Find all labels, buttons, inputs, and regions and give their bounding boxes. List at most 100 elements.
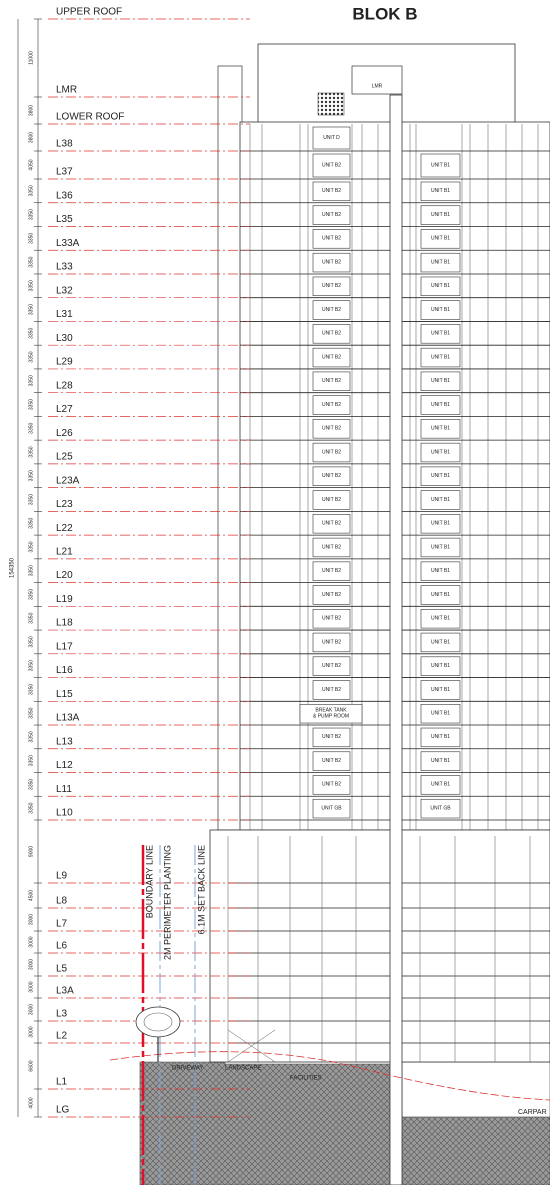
level-label: L33 <box>56 262 73 273</box>
dimension-label: 3350 <box>28 375 34 386</box>
dimension-label: 3000 <box>28 1026 34 1037</box>
unit-label: UNIT B2 <box>322 354 341 360</box>
unit-label: UNIT B2 <box>322 188 341 194</box>
dimension-label: 3350 <box>28 779 34 790</box>
unit-label: UNIT B1 <box>431 426 450 432</box>
unit-label: UNIT B2 <box>322 544 341 550</box>
site-label: LANDSCAPE <box>225 1066 261 1072</box>
lmr-room-label: LMR <box>372 83 383 89</box>
site-label: CARPAR <box>518 1109 547 1116</box>
total-height: 154350 <box>10 557 16 578</box>
unit-label: UNIT B1 <box>431 568 450 574</box>
dimension-label: 3350 <box>28 209 34 220</box>
level-label: L7 <box>56 919 68 930</box>
unit-label: UNIT B2 <box>322 449 341 455</box>
title: BLOK B <box>352 4 417 23</box>
level-label: L5 <box>56 964 68 975</box>
unit-label: UNIT B2 <box>322 212 341 218</box>
site-label: DRIVEWAY <box>172 1066 203 1072</box>
unit-label: UNIT B1 <box>431 734 450 740</box>
unit-label: UNIT B1 <box>431 212 450 218</box>
site-line-label: 2M PERIMETER PLANTING <box>162 845 172 960</box>
unit-label: UNIT B1 <box>431 283 450 289</box>
dimension-label: 4500 <box>28 890 34 901</box>
dimension-label: 3350 <box>28 185 34 196</box>
site-line-label: 6.1M SET BACK LINE <box>196 845 206 934</box>
unit-label: UNIT B1 <box>431 592 450 598</box>
dimension-label: 3000 <box>28 914 34 925</box>
unit-label: UNIT B2 <box>322 402 341 408</box>
level-label: L32 <box>56 285 73 296</box>
unit-label: UNIT B2 <box>322 162 341 168</box>
podium <box>210 830 550 1062</box>
dimension-label: 3350 <box>28 802 34 813</box>
level-label: L19 <box>56 594 73 605</box>
dimension-label: 3350 <box>28 399 34 410</box>
unit-label: UNIT B1 <box>431 307 450 313</box>
unit-label: UNIT B1 <box>431 402 450 408</box>
unit-label: UNIT B1 <box>431 188 450 194</box>
level-label: L2 <box>56 1031 68 1042</box>
dimension-label: 3350 <box>28 470 34 481</box>
level-label: L20 <box>56 570 73 581</box>
unit-label: UNIT B1 <box>431 449 450 455</box>
unit-label: UNIT B1 <box>431 378 450 384</box>
core <box>390 95 402 1185</box>
dimension-label: 3000 <box>28 936 34 947</box>
level-label: LMR <box>56 85 77 96</box>
unit-label: UNIT B2 <box>322 734 341 740</box>
dimension-label: 3350 <box>28 494 34 505</box>
dimension-label: 3350 <box>28 541 34 552</box>
dimension-label: 4050 <box>28 159 34 170</box>
dimension-label: 3350 <box>28 684 34 695</box>
dimension-label: 3350 <box>28 304 34 315</box>
site-line-label: BOUNDARY LINE <box>144 845 154 918</box>
dimension-label: 3350 <box>28 351 34 362</box>
level-label: L13 <box>56 736 73 747</box>
level-label: L31 <box>56 309 73 320</box>
dimension-label: 3800 <box>28 132 34 143</box>
level-label: L33A <box>56 238 80 249</box>
level-label: LG <box>56 1105 70 1116</box>
dimension-label: 3350 <box>28 446 34 457</box>
dimension-label: 3350 <box>28 636 34 647</box>
lmr-box <box>352 66 402 94</box>
unit-label: UNIT B1 <box>431 521 450 527</box>
level-label: L36 <box>56 190 73 201</box>
dimension-label: 3350 <box>28 612 34 623</box>
unit-label: UNIT B2 <box>322 639 341 645</box>
unit-label: UNIT B1 <box>431 663 450 669</box>
level-label: L21 <box>56 546 73 557</box>
level-label: L3A <box>56 986 74 997</box>
dimension-label: 11000 <box>28 51 34 65</box>
site-label: FACILITIES <box>290 1076 322 1082</box>
unit-label: UNIT B2 <box>322 473 341 479</box>
unit-label: UNIT B2 <box>322 236 341 242</box>
unit-label: UNIT B2 <box>322 687 341 693</box>
level-label: L16 <box>56 665 73 676</box>
unit-label: UNIT B1 <box>431 782 450 788</box>
unit-label: UNIT B2 <box>322 521 341 527</box>
level-label: L6 <box>56 941 68 952</box>
dimension-label: 3350 <box>28 280 34 291</box>
unit-label: UNIT B1 <box>431 473 450 479</box>
dimension-label: 3000 <box>28 1004 34 1015</box>
dimension-label: 3350 <box>28 660 34 671</box>
unit-label: UNIT B1 <box>431 758 450 764</box>
dimension-label: 4000 <box>28 1097 34 1108</box>
unit-label: UNIT B2 <box>322 782 341 788</box>
unit-label: UNIT B2 <box>322 758 341 764</box>
unit-label: UNIT B2 <box>322 259 341 265</box>
level-label: L30 <box>56 333 73 344</box>
unit-label: UNIT GB <box>321 805 342 811</box>
dimension-label: 3350 <box>28 755 34 766</box>
section-drawing: BLOK B LMRUNIT DUNIT B2UNIT B1UNIT B2UNI… <box>0 0 550 1185</box>
unit-label: UNIT B1 <box>431 331 450 337</box>
level-label: L26 <box>56 428 73 439</box>
level-label: L23A <box>56 475 80 486</box>
unit-label: UNIT B1 <box>431 544 450 550</box>
unit-label: UNIT B1 <box>431 497 450 503</box>
dimension-label: 3350 <box>28 517 34 528</box>
level-label: L10 <box>56 808 73 819</box>
unit-label: UNIT B2 <box>322 568 341 574</box>
